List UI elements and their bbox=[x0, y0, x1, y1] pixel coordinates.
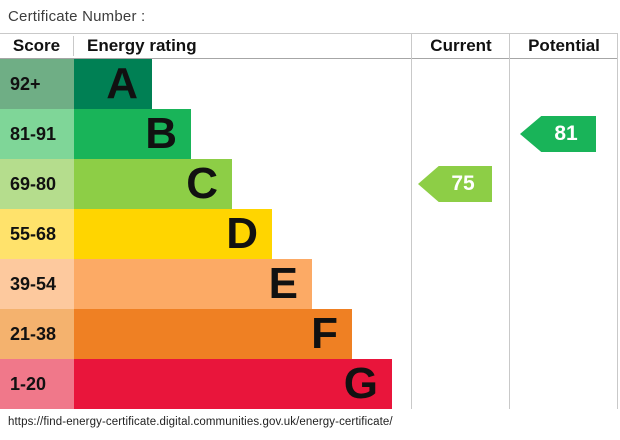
column-divider-current bbox=[411, 34, 412, 409]
header-potential: Potential bbox=[528, 36, 600, 55]
energy-rating-chart: Score Energy rating Current Potential 92… bbox=[0, 33, 618, 409]
header-current: Current bbox=[430, 36, 492, 55]
band-letter: F bbox=[311, 309, 338, 358]
band-bar: D bbox=[74, 209, 272, 259]
band-letter: B bbox=[145, 109, 177, 158]
current-rating-value: 75 bbox=[451, 172, 475, 195]
footer-url: https://find-energy-certificate.digital.… bbox=[8, 416, 393, 428]
score-range: 81-91 bbox=[0, 109, 74, 159]
band-bar: E bbox=[74, 259, 312, 309]
band-bar: F bbox=[74, 309, 352, 359]
score-range: 55-68 bbox=[0, 209, 74, 259]
potential-rating-value: 81 bbox=[554, 122, 578, 145]
band-row-d: 55-68 D bbox=[0, 209, 618, 259]
band-letter: C bbox=[186, 159, 218, 208]
band-bar: C bbox=[74, 159, 232, 209]
band-bar: A bbox=[74, 59, 152, 109]
chart-right-border bbox=[617, 34, 618, 409]
band-letter: D bbox=[226, 209, 258, 258]
band-row-e: 39-54 E bbox=[0, 259, 618, 309]
header-energy-rating: Energy rating bbox=[87, 36, 197, 55]
score-range: 39-54 bbox=[0, 259, 74, 309]
header-score: Score bbox=[0, 36, 74, 56]
band-bar: B bbox=[74, 109, 191, 159]
score-range: 1-20 bbox=[0, 359, 74, 409]
band-letter: E bbox=[268, 259, 298, 308]
band-letter: G bbox=[343, 359, 378, 408]
band-row-g: 1-20 G bbox=[0, 359, 618, 409]
band-row-a: 92+ A bbox=[0, 59, 618, 109]
certificate-number-label: Certificate Number : bbox=[8, 8, 146, 25]
score-range: 92+ bbox=[0, 59, 74, 109]
chart-header-row: Score Energy rating Current Potential bbox=[0, 34, 618, 59]
score-range: 21-38 bbox=[0, 309, 74, 359]
band-bar: G bbox=[74, 359, 392, 409]
band-row-b: 81-91 B bbox=[0, 109, 618, 159]
band-row-c: 69-80 C bbox=[0, 159, 618, 209]
band-letter: A bbox=[106, 59, 138, 108]
column-divider-potential bbox=[509, 34, 510, 409]
score-range: 69-80 bbox=[0, 159, 74, 209]
band-row-f: 21-38 F bbox=[0, 309, 618, 359]
